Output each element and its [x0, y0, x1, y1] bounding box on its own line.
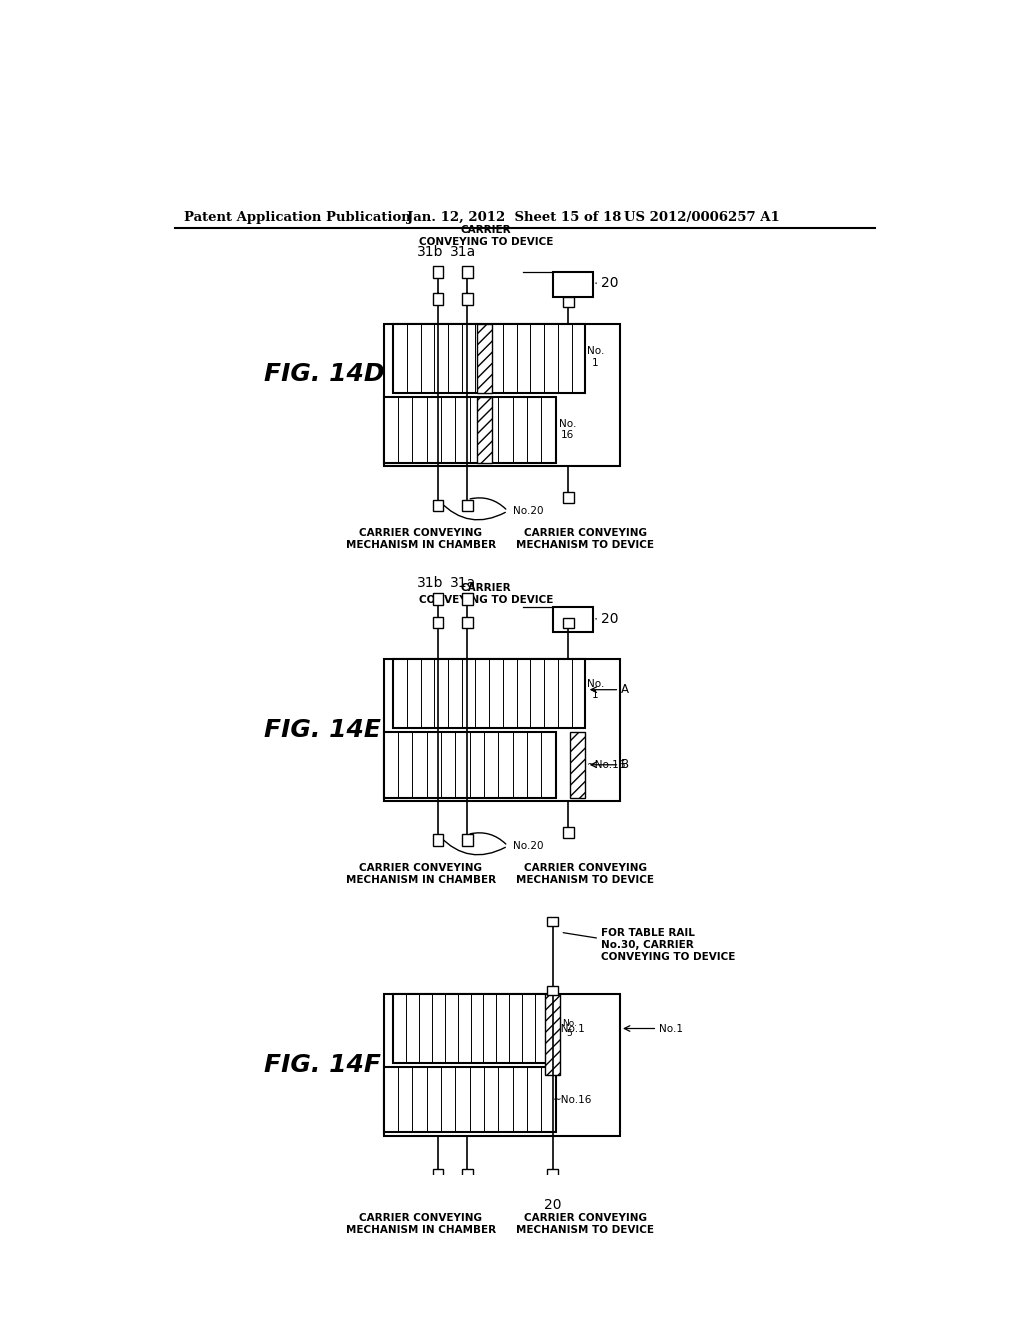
Bar — [462, 616, 473, 628]
Text: No.1: No.1 — [658, 1023, 683, 1034]
Bar — [384, 994, 621, 1137]
Text: No.
5: No. 5 — [562, 1019, 577, 1039]
Text: A: A — [621, 684, 629, 696]
Bar — [384, 733, 556, 797]
Bar — [563, 492, 573, 503]
Bar — [432, 293, 443, 305]
Text: FOR TABLE RAIL
No.30, CARRIER
CONVEYING TO DEVICE: FOR TABLE RAIL No.30, CARRIER CONVEYING … — [601, 928, 735, 961]
Bar — [432, 499, 443, 511]
Bar — [432, 834, 443, 846]
Text: 31b: 31b — [417, 244, 443, 259]
Text: CARRIER CONVEYING
MECHANISM IN CHAMBER: CARRIER CONVEYING MECHANISM IN CHAMBER — [346, 528, 496, 549]
Bar — [462, 594, 473, 605]
Text: CARRIER CONVEYING
MECHANISM TO DEVICE: CARRIER CONVEYING MECHANISM TO DEVICE — [516, 528, 654, 549]
Text: FIG. 14F: FIG. 14F — [263, 1053, 381, 1077]
Bar — [477, 397, 493, 462]
Bar — [563, 618, 573, 628]
Text: FIG. 14E: FIG. 14E — [263, 718, 381, 742]
Bar — [384, 1067, 556, 1133]
Bar — [432, 616, 443, 628]
Text: No.20: No.20 — [513, 841, 544, 851]
Text: CARRIER
CONVEYING TO DEVICE: CARRIER CONVEYING TO DEVICE — [419, 583, 553, 605]
Text: 31b: 31b — [417, 576, 443, 590]
Bar — [384, 659, 621, 801]
Text: ~No.16: ~No.16 — [587, 760, 626, 770]
Bar — [384, 323, 621, 466]
Text: No.
1: No. 1 — [587, 346, 604, 368]
Text: No.
16: No. 16 — [559, 418, 577, 441]
Bar — [384, 397, 556, 462]
Text: B: B — [621, 758, 629, 771]
Bar — [553, 272, 593, 297]
Text: 20: 20 — [601, 612, 618, 626]
Bar — [563, 826, 573, 838]
Bar — [462, 267, 473, 277]
Bar — [462, 293, 473, 305]
Text: CARRIER CONVEYING
MECHANISM TO DEVICE: CARRIER CONVEYING MECHANISM TO DEVICE — [516, 1213, 654, 1236]
Bar — [547, 917, 558, 927]
Bar — [553, 607, 593, 632]
Bar — [477, 323, 493, 393]
Bar — [547, 1170, 558, 1181]
Bar — [545, 994, 560, 1074]
Bar — [462, 1170, 473, 1181]
Bar — [432, 1170, 443, 1181]
Text: Jan. 12, 2012  Sheet 15 of 18: Jan. 12, 2012 Sheet 15 of 18 — [407, 211, 622, 224]
Text: CARRIER CONVEYING
MECHANISM TO DEVICE: CARRIER CONVEYING MECHANISM TO DEVICE — [516, 863, 654, 884]
Bar — [393, 323, 586, 393]
Bar — [569, 733, 586, 797]
Bar — [393, 994, 548, 1063]
Text: ~No.16: ~No.16 — [553, 1094, 592, 1105]
Text: No.20: No.20 — [513, 506, 544, 516]
Text: CARRIER CONVEYING
MECHANISM IN CHAMBER: CARRIER CONVEYING MECHANISM IN CHAMBER — [346, 1213, 496, 1236]
Text: 20: 20 — [601, 276, 618, 290]
Bar — [393, 659, 586, 729]
Text: No.
1: No. 1 — [587, 678, 604, 701]
Bar — [462, 499, 473, 511]
Text: 20: 20 — [544, 1197, 561, 1212]
Text: 31a: 31a — [450, 576, 476, 590]
Bar — [432, 594, 443, 605]
Bar — [462, 834, 473, 846]
Text: CARRIER CONVEYING
MECHANISM IN CHAMBER: CARRIER CONVEYING MECHANISM IN CHAMBER — [346, 863, 496, 884]
Text: Patent Application Publication: Patent Application Publication — [183, 211, 411, 224]
Text: CARRIER
CONVEYING TO DEVICE: CARRIER CONVEYING TO DEVICE — [419, 226, 553, 247]
Text: US 2012/0006257 A1: US 2012/0006257 A1 — [624, 211, 779, 224]
Text: ~No.1: ~No.1 — [553, 1023, 586, 1034]
Bar — [563, 297, 573, 308]
Text: 31a: 31a — [450, 244, 476, 259]
Text: FIG. 14D: FIG. 14D — [263, 362, 384, 385]
Bar — [432, 267, 443, 277]
Bar — [547, 986, 558, 995]
